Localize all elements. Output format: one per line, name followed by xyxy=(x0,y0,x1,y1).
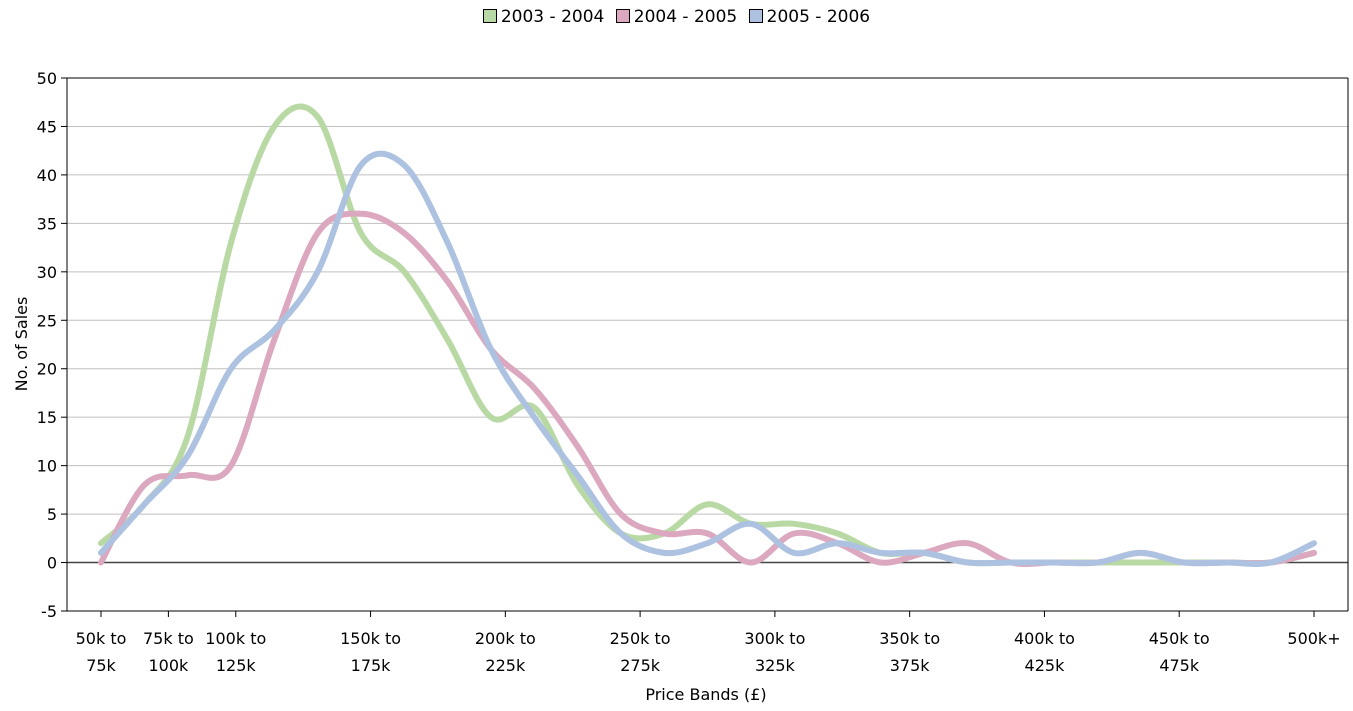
y-tick-label: 35 xyxy=(37,214,57,233)
legend-swatch-icon xyxy=(482,9,497,23)
legend-item-2003-2004[interactable]: 2003 - 2004 xyxy=(482,7,605,27)
x-axis-title: Price Bands (£) xyxy=(645,685,766,704)
legend-swatch-icon xyxy=(615,9,630,23)
y-tick-label: -5 xyxy=(41,602,57,621)
series-layer xyxy=(98,103,1317,567)
x-tick-label: 500k+ xyxy=(1287,629,1340,648)
legend-item-2005-2006[interactable]: 2005 - 2006 xyxy=(748,7,871,27)
legend-item-2004-2005[interactable]: 2004 - 2005 xyxy=(615,7,738,27)
x-tick-label: 150k to 175k xyxy=(340,629,401,675)
axes: -5 0 5 10 15 20 25 30 35 40 45 50 50k to 75k 75k to 100… xyxy=(37,69,1349,675)
x-tick-label: 450k to 475k xyxy=(1149,629,1210,675)
x-tick-label: 350k to 375k xyxy=(879,629,940,675)
x-tick-label: 400k to 425k xyxy=(1014,629,1075,675)
legend-label: 2003 - 2004 xyxy=(500,7,605,27)
y-tick-label: 0 xyxy=(47,554,57,573)
legend-swatch-icon xyxy=(748,9,763,23)
y-tick-label: 45 xyxy=(37,117,57,136)
x-tick-label: 50k to 75k xyxy=(76,629,127,675)
x-tick-label: 100k to 125k xyxy=(205,629,266,675)
legend-label: 2004 - 2005 xyxy=(633,7,738,27)
y-tick-label: 25 xyxy=(37,311,57,330)
y-tick-label: 30 xyxy=(37,263,57,282)
y-tick-label: 5 xyxy=(47,505,57,524)
y-tick-label: 20 xyxy=(37,360,57,379)
x-tick-label: 300k to 325k xyxy=(744,629,805,675)
x-tick-label: 250k to 275k xyxy=(610,629,671,675)
legend: 2003 - 2004 2004 - 2005 2005 - 2006 xyxy=(0,7,1353,27)
y-tick-label: 15 xyxy=(37,408,57,427)
series-line-3[interactable] xyxy=(98,150,1317,567)
legend-label: 2005 - 2006 xyxy=(766,7,871,27)
y-tick-label: 10 xyxy=(37,457,57,476)
x-tick-label: 200k to 225k xyxy=(475,629,536,675)
series-line-2[interactable] xyxy=(98,210,1317,567)
x-tick-label: 75k to 100k xyxy=(143,629,194,675)
y-axis-title: No. of Sales xyxy=(12,297,31,392)
y-tick-label: 40 xyxy=(37,166,57,185)
y-tick-label: 50 xyxy=(37,69,57,88)
